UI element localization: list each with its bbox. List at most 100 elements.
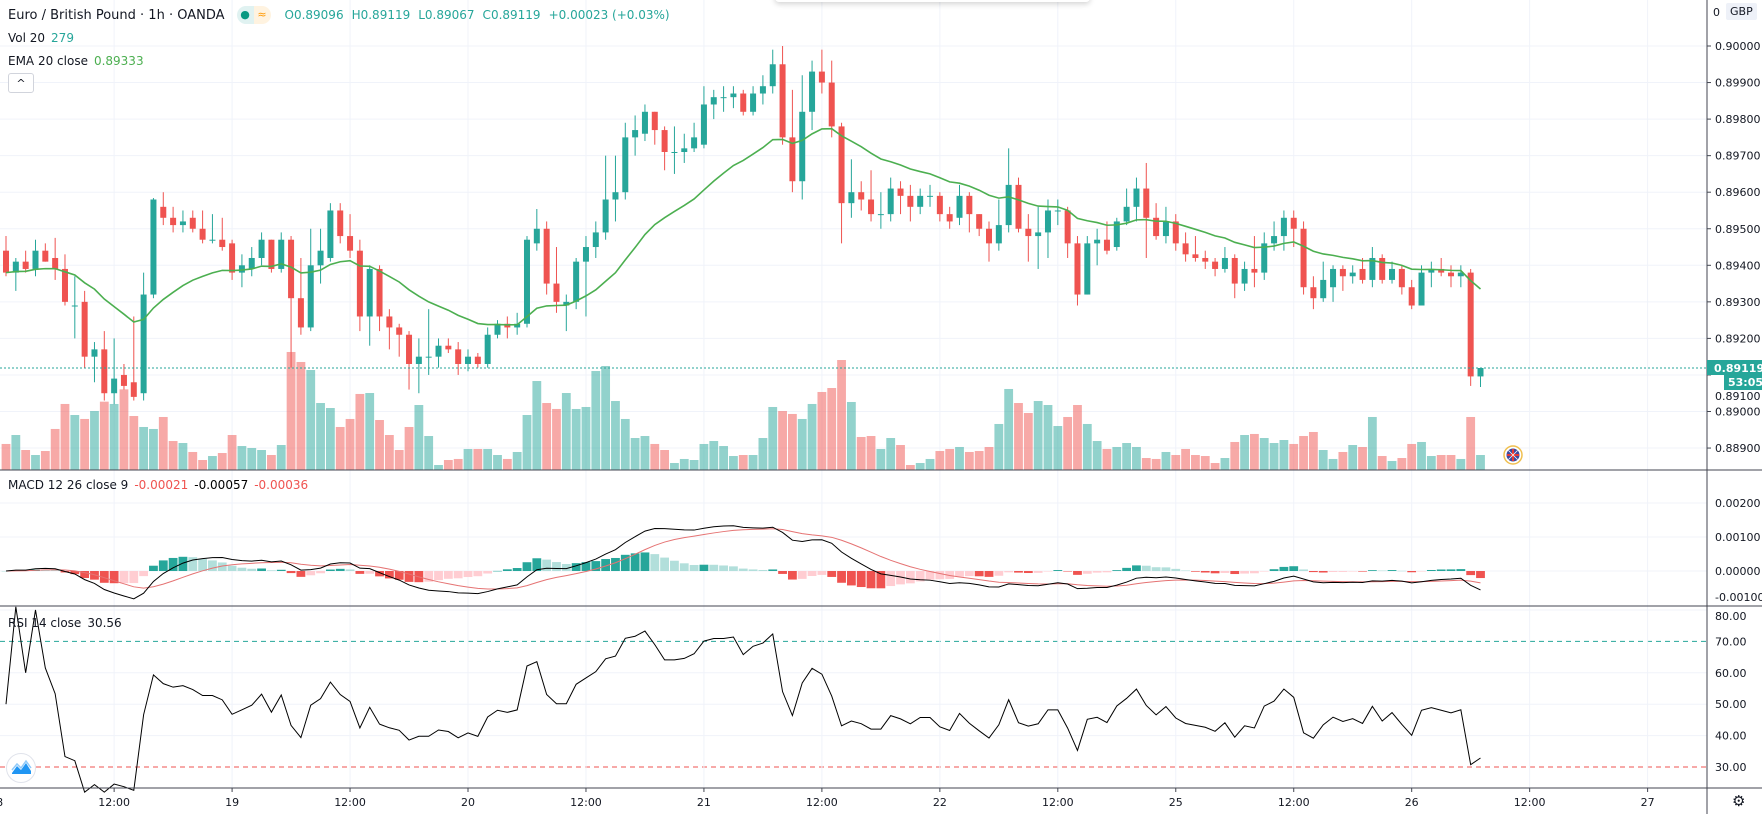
candle-body (582, 247, 589, 262)
macd-histogram-bar (689, 564, 699, 571)
macd-histogram-bar (807, 571, 817, 576)
volume-bar (149, 428, 158, 470)
rsi-pane (5, 606, 1481, 793)
symbol-title[interactable]: Euro / British Pound · 1h · OANDA (8, 7, 225, 23)
macd-histogram-bar (611, 557, 620, 571)
rsi-legend[interactable]: RSI 14 close 30.56 (8, 616, 122, 630)
price-axis-label: 0.90000 (1715, 40, 1761, 53)
volume-bar (1308, 431, 1318, 470)
candle-body (435, 345, 442, 357)
gear-icon[interactable]: ⚙ (1732, 792, 1746, 810)
macd-histogram-bar (1279, 566, 1289, 571)
volume-bar (1240, 435, 1249, 470)
volume-bar (80, 418, 90, 470)
candle-body (1339, 268, 1346, 277)
macd-histogram-bar (601, 559, 611, 571)
candle-body (1025, 228, 1032, 237)
candle-body (91, 349, 98, 357)
candle-body (465, 356, 472, 364)
macd-histogram-bar (571, 563, 581, 571)
macd-histogram-bar (817, 571, 827, 575)
candle-body (504, 323, 511, 328)
volume-bar (866, 436, 876, 470)
volume-bar (1279, 440, 1289, 470)
candle-body (877, 214, 884, 216)
candle-body (1271, 236, 1278, 244)
volume-bar (1466, 416, 1476, 470)
candle-body (563, 301, 570, 306)
candle-body (1202, 257, 1209, 262)
volume-bar (1367, 416, 1377, 470)
macd-histogram-bar (355, 571, 365, 574)
volume-bar (1407, 443, 1417, 470)
macd-legend[interactable]: MACD 12 26 close 9 -0.00021 -0.00057 -0.… (8, 478, 309, 492)
candle-body (1320, 279, 1327, 299)
macd-histogram-bar (247, 568, 257, 571)
ema-legend[interactable]: EMA 20 close 0.89333 (8, 54, 144, 68)
candle-body (1310, 287, 1317, 299)
macd-histogram-bar (493, 570, 502, 572)
time-axis-label: 20 (461, 796, 475, 809)
volume-bar (611, 401, 620, 470)
candle-body (946, 214, 953, 222)
volume-bar (768, 406, 778, 470)
candle-body (130, 382, 137, 397)
macd-histogram-bar (778, 571, 787, 574)
volume-bar (758, 438, 768, 470)
macd-histogram-bar (1407, 571, 1417, 573)
low-value: 0.89067 (424, 8, 475, 22)
volume-bar (964, 451, 974, 470)
macd-histogram-bar (502, 569, 512, 571)
macd-histogram-bar (1191, 571, 1200, 572)
price-axis-label: 0 (1713, 6, 1720, 19)
volume-legend[interactable]: Vol 20 279 (8, 31, 74, 45)
macd-histogram-bar (227, 565, 237, 571)
candle-body (1467, 272, 1474, 377)
candle-body (189, 217, 196, 229)
volume-bar (1200, 456, 1210, 470)
volume-bar (1426, 456, 1436, 470)
macd-histogram-bar (758, 569, 768, 571)
macd-histogram-bar (109, 571, 119, 584)
volume-bar (1299, 436, 1308, 470)
volume-bar (1259, 438, 1269, 470)
macd-histogram-bar (1397, 570, 1407, 572)
volume-series (1, 351, 1485, 470)
volume-bar (247, 448, 257, 470)
candle-body (160, 206, 167, 218)
open-value: 0.89096 (293, 8, 344, 22)
volume-bar (375, 420, 384, 470)
macd-histogram-bar (1299, 569, 1308, 571)
macd-histogram-bar (50, 570, 60, 571)
volume-bar (719, 446, 728, 470)
candle-body (1349, 272, 1356, 277)
macd-histogram-bar (1053, 570, 1063, 571)
macd-histogram-bar (925, 571, 935, 580)
collapse-legend-button[interactable]: ^ (8, 73, 34, 93)
candle-body (278, 239, 285, 269)
candle-body (199, 228, 206, 240)
volume-bar (1269, 443, 1279, 470)
change-value: +0.00023 (+0.03%) (548, 8, 670, 22)
currency-badge[interactable]: GBP (1726, 3, 1757, 20)
volume-bar (1476, 455, 1485, 470)
uk-flag-icon[interactable] (1503, 445, 1523, 465)
tradingview-cloud-icon[interactable] (6, 753, 36, 783)
volume-bar (1220, 458, 1230, 470)
macd-histogram-bar (1338, 571, 1348, 572)
volume-bar (424, 436, 434, 470)
status-badges[interactable]: ● ≈ (236, 6, 271, 24)
macd-histogram-bar (1358, 571, 1367, 572)
candle-body (1477, 368, 1484, 377)
candle-body (1290, 217, 1297, 229)
candle-body (1438, 268, 1445, 273)
candle-body (799, 111, 806, 182)
volume-bar (60, 403, 70, 470)
candle-body (671, 151, 678, 153)
volume-bar (1063, 416, 1073, 470)
time-axis-label: 12:00 (570, 796, 602, 809)
candle-body (1074, 243, 1081, 295)
volume-bar (1417, 441, 1426, 470)
time-axis-label: 26 (1405, 796, 1419, 809)
